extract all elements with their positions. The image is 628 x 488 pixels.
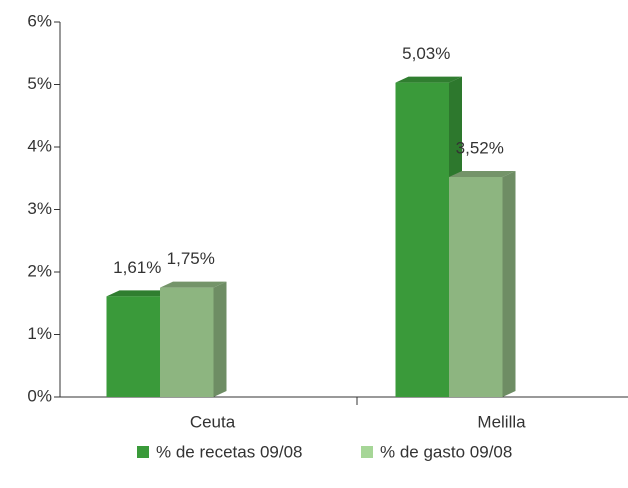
y-tick-label: 1% <box>27 324 52 343</box>
bar-top <box>106 290 173 297</box>
y-tick-label: 0% <box>27 386 52 405</box>
y-tick-label: 3% <box>27 199 52 218</box>
y-tick-label: 4% <box>27 136 52 155</box>
bar-top <box>449 171 516 177</box>
legend-swatch <box>137 446 149 458</box>
bar <box>106 296 160 397</box>
bar-side <box>502 171 516 397</box>
bar-top <box>395 76 462 83</box>
value-label: 1,61% <box>113 258 161 277</box>
y-tick-label: 2% <box>27 261 52 280</box>
bar-top <box>160 281 227 288</box>
y-tick-label: 5% <box>27 74 52 93</box>
value-label: 3,52% <box>456 138 504 157</box>
bar <box>395 82 449 397</box>
value-label: 5,03% <box>402 44 450 63</box>
legend-label: % de recetas 09/08 <box>156 442 302 461</box>
x-tick-label: Melilla <box>477 412 526 431</box>
bar <box>449 177 503 397</box>
legend-swatch <box>361 446 373 458</box>
bar <box>160 287 214 397</box>
y-tick-label: 6% <box>27 11 52 30</box>
value-label: 1,75% <box>167 249 215 268</box>
legend-label: % de gasto 09/08 <box>380 442 512 461</box>
bar-side <box>213 281 227 397</box>
x-tick-label: Ceuta <box>190 412 236 431</box>
